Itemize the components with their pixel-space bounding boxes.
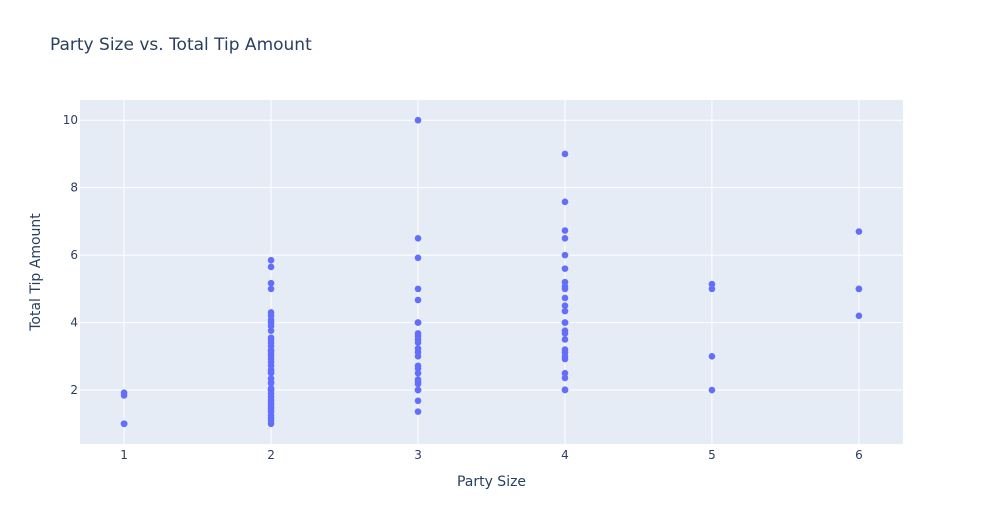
data-point bbox=[561, 150, 569, 158]
data-point bbox=[414, 296, 422, 304]
x-tick-label: 4 bbox=[561, 448, 569, 462]
data-point bbox=[855, 228, 863, 235]
x-tick-label: 6 bbox=[855, 448, 863, 462]
data-point bbox=[561, 265, 569, 272]
data-point bbox=[414, 116, 422, 124]
data-point bbox=[561, 227, 569, 234]
data-point bbox=[561, 386, 569, 394]
data-point bbox=[267, 327, 275, 334]
plot-area bbox=[80, 100, 903, 444]
data-point bbox=[561, 302, 569, 310]
data-point bbox=[855, 285, 863, 293]
x-axis-ticks: 1 2 3 4 5 6 bbox=[120, 448, 862, 462]
data-point bbox=[708, 386, 716, 394]
data-point bbox=[561, 307, 569, 315]
data-point bbox=[561, 294, 569, 302]
data-point bbox=[267, 420, 275, 428]
data-point bbox=[414, 319, 422, 326]
data-point bbox=[267, 379, 275, 387]
data-point bbox=[120, 420, 128, 428]
data-point bbox=[561, 336, 569, 343]
x-tick-label: 5 bbox=[708, 448, 716, 462]
data-point bbox=[414, 353, 422, 360]
data-point bbox=[267, 263, 275, 271]
chart-title: Party Size vs. Total Tip Amount bbox=[50, 35, 312, 55]
y-tick-label: 2 bbox=[70, 383, 78, 397]
grid-lines bbox=[80, 100, 903, 444]
y-tick-label: 6 bbox=[70, 248, 78, 262]
data-point bbox=[414, 365, 422, 372]
data-point bbox=[267, 285, 275, 293]
data-point bbox=[708, 285, 716, 293]
data-point bbox=[267, 256, 275, 264]
data-point bbox=[414, 234, 422, 242]
data-point bbox=[414, 397, 422, 405]
y-axis-ticks: 2 4 6 8 10 bbox=[63, 113, 78, 397]
data-point bbox=[120, 389, 128, 397]
data-point bbox=[561, 251, 569, 259]
x-tick-label: 2 bbox=[267, 448, 275, 462]
y-tick-label: 8 bbox=[70, 181, 78, 195]
y-tick-label: 10 bbox=[63, 113, 78, 127]
data-point bbox=[414, 339, 422, 346]
data-point bbox=[708, 280, 716, 288]
data-point bbox=[561, 285, 569, 293]
data-point bbox=[561, 198, 569, 206]
x-axis-label: Party Size bbox=[457, 474, 526, 490]
data-point bbox=[414, 380, 422, 388]
data-point bbox=[561, 369, 569, 377]
data-point bbox=[267, 322, 275, 330]
data-point bbox=[855, 312, 863, 320]
data-point bbox=[561, 355, 569, 363]
data-points bbox=[120, 116, 863, 428]
data-point bbox=[414, 254, 422, 262]
data-point bbox=[414, 369, 422, 377]
data-point bbox=[414, 386, 422, 394]
x-tick-label: 1 bbox=[120, 448, 128, 462]
data-point bbox=[414, 408, 422, 415]
data-point bbox=[561, 330, 569, 337]
data-point bbox=[708, 353, 716, 360]
data-point bbox=[561, 374, 569, 382]
data-point bbox=[414, 285, 422, 293]
x-tick-label: 3 bbox=[414, 448, 422, 462]
data-point bbox=[267, 279, 275, 287]
data-point bbox=[561, 319, 569, 326]
data-point bbox=[561, 234, 569, 242]
y-tick-label: 4 bbox=[70, 316, 78, 330]
y-axis-label: Total Tip Amount bbox=[28, 213, 44, 332]
data-point bbox=[267, 369, 275, 377]
